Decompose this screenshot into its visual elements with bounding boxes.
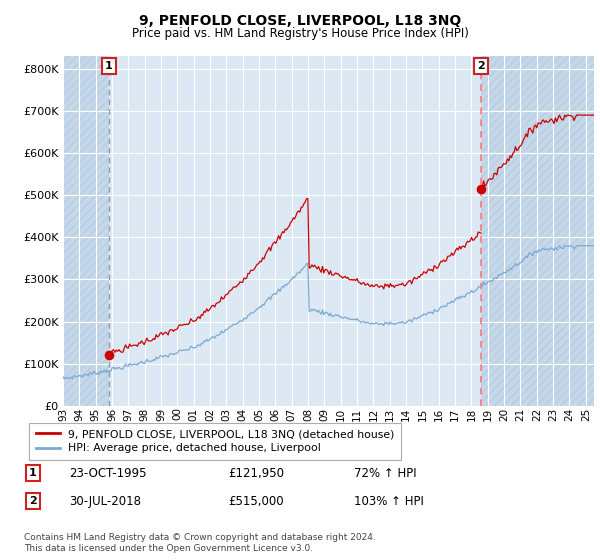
Text: Price paid vs. HM Land Registry's House Price Index (HPI): Price paid vs. HM Land Registry's House … <box>131 27 469 40</box>
Text: 2: 2 <box>477 61 485 71</box>
Text: 9, PENFOLD CLOSE, LIVERPOOL, L18 3NQ: 9, PENFOLD CLOSE, LIVERPOOL, L18 3NQ <box>139 14 461 28</box>
Text: 23-OCT-1995: 23-OCT-1995 <box>69 466 146 480</box>
Text: 72% ↑ HPI: 72% ↑ HPI <box>354 466 416 480</box>
Text: 1: 1 <box>105 61 113 71</box>
Text: £121,950: £121,950 <box>228 466 284 480</box>
Text: 30-JUL-2018: 30-JUL-2018 <box>69 494 141 508</box>
Text: 1: 1 <box>29 468 37 478</box>
Text: Contains HM Land Registry data © Crown copyright and database right 2024.
This d: Contains HM Land Registry data © Crown c… <box>24 533 376 553</box>
Text: 103% ↑ HPI: 103% ↑ HPI <box>354 494 424 508</box>
Bar <box>481 56 594 406</box>
Legend: 9, PENFOLD CLOSE, LIVERPOOL, L18 3NQ (detached house), HPI: Average price, detac: 9, PENFOLD CLOSE, LIVERPOOL, L18 3NQ (de… <box>29 423 401 460</box>
Text: 2: 2 <box>29 496 37 506</box>
Bar <box>63 56 109 406</box>
Text: £515,000: £515,000 <box>228 494 284 508</box>
